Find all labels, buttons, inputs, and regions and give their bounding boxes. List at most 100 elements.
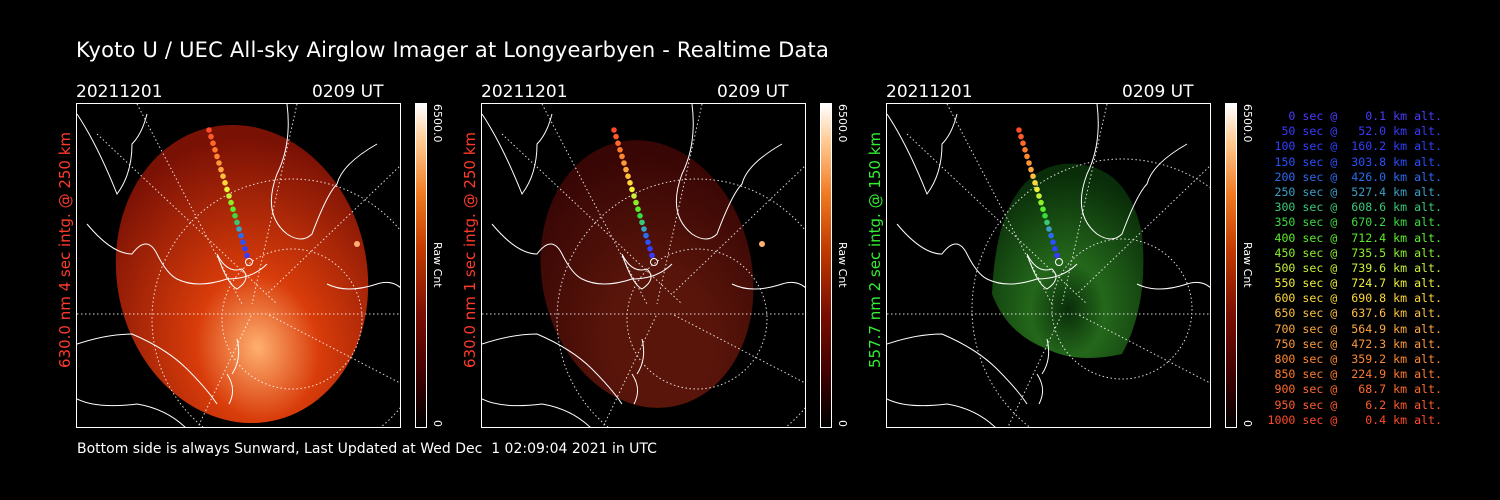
track-point — [1046, 226, 1052, 232]
track-point — [1042, 213, 1048, 219]
track-point — [623, 166, 629, 173]
track-point — [629, 186, 635, 193]
legend-row: 900 sec @ 68.7 km alt. — [1267, 382, 1442, 397]
panel3-allsky-image — [886, 103, 1211, 428]
track-point — [245, 258, 253, 266]
grid-lines — [482, 104, 805, 427]
track-point — [635, 206, 641, 212]
track-point — [220, 173, 226, 179]
coastlines — [887, 104, 1210, 427]
track-point — [214, 153, 220, 160]
track-point — [621, 160, 627, 166]
track-point — [1038, 199, 1044, 206]
track-point — [639, 219, 645, 226]
track-point — [1048, 232, 1054, 239]
track-point — [1022, 147, 1028, 153]
legend-row: 0 sec @ 0.1 km alt. — [1267, 109, 1442, 123]
coastlines — [482, 104, 805, 427]
panel2-cbar-unit: Raw Cnt — [836, 242, 849, 288]
track-point — [1044, 219, 1050, 226]
panel2-wavelength-label: 630.0 nm 1 sec intg. @ 250 km — [461, 131, 479, 368]
legend-row: 800 sec @ 359.2 km alt. — [1267, 352, 1442, 366]
altitude-legend: 0 sec @ 0.1 km alt. 50 sec @ 52.0 km alt… — [1262, 109, 1442, 428]
track-point — [208, 133, 214, 140]
track-point — [637, 213, 643, 219]
track-point — [633, 199, 639, 206]
track-point — [222, 180, 228, 186]
panel2-cbar-min: 0 — [836, 420, 849, 427]
track-point — [218, 166, 224, 173]
legend-row: 750 sec @ 472.3 km alt. — [1267, 336, 1442, 351]
track-point — [238, 232, 244, 239]
legend-row: 850 sec @ 224.9 km alt. — [1267, 367, 1442, 382]
panel1-wavelength-label: 630.0 nm 4 sec intg. @ 250 km — [56, 131, 74, 368]
track-point — [650, 258, 658, 266]
airglow-region — [992, 163, 1144, 358]
track-point — [619, 153, 625, 160]
legend-row: 550 sec @ 724.7 km alt. — [1267, 276, 1442, 291]
legend-row: 700 sec @ 564.9 km alt. — [1267, 321, 1442, 336]
grid-lines — [77, 104, 400, 427]
legend-row: 950 sec @ 6.2 km alt. — [1267, 397, 1442, 412]
track-point — [230, 206, 236, 212]
grid-lines — [887, 104, 1210, 427]
panel3-wavelength-label: 557.7 nm 2 sec intg. @ 150 km — [866, 131, 884, 368]
panel2-colorbar — [820, 103, 832, 428]
panel1-cbar-min: 0 — [431, 420, 444, 427]
legend-row: 450 sec @ 735.5 km alt. — [1267, 245, 1442, 260]
track-point — [1024, 153, 1030, 160]
track-point — [1054, 252, 1060, 259]
track-point — [236, 226, 242, 232]
track-point — [1050, 239, 1056, 245]
track-point — [1040, 206, 1046, 212]
satellite-track — [1016, 127, 1063, 266]
track-point — [1034, 186, 1040, 193]
track-point — [1036, 193, 1042, 199]
panel3-date: 20211201 — [886, 82, 973, 102]
track-point — [645, 239, 651, 245]
track-point — [1018, 133, 1024, 140]
track-point — [226, 193, 232, 199]
legend-row: 500 sec @ 739.6 km alt. — [1267, 260, 1442, 275]
track-point — [224, 186, 230, 193]
page-title: Kyoto U / UEC All-sky Airglow Imager at … — [76, 38, 830, 62]
panel1-cbar-unit: Raw Cnt — [431, 242, 444, 288]
legend-row: 150 sec @ 303.8 km alt. — [1267, 154, 1442, 169]
track-point — [1026, 160, 1032, 166]
panel2-date: 20211201 — [481, 82, 568, 102]
track-point — [615, 140, 621, 146]
panel1-date: 20211201 — [76, 82, 163, 102]
panel1-cbar-max: 6500.0 — [431, 104, 444, 143]
legend-row: 250 sec @ 527.4 km alt. — [1267, 184, 1442, 199]
track-point — [228, 199, 234, 206]
track-point — [234, 219, 240, 226]
track-point — [647, 246, 653, 252]
legend-row: 300 sec @ 608.6 km alt. — [1267, 200, 1442, 215]
track-point — [210, 140, 216, 146]
track-point — [649, 252, 655, 259]
track-point — [244, 252, 250, 259]
track-point — [631, 193, 637, 199]
airglow-region — [115, 124, 369, 424]
panel2-allsky-image — [481, 103, 806, 428]
track-point — [641, 226, 647, 232]
panel1-colorbar — [415, 103, 427, 428]
track-point — [1052, 246, 1058, 252]
track-point — [643, 232, 649, 239]
track-point — [212, 147, 218, 153]
track-point — [206, 127, 212, 133]
panel3-time: 0209 UT — [1122, 82, 1194, 102]
panel3-colorbar — [1225, 103, 1237, 428]
track-point — [242, 246, 248, 252]
footer-status: Bottom side is always Sunward, Last Upda… — [77, 441, 657, 457]
satellite-track — [611, 127, 658, 266]
panel3-cbar-min: 0 — [1241, 420, 1254, 427]
track-point — [232, 213, 238, 219]
legend-row: 350 sec @ 670.2 km alt. — [1267, 215, 1442, 230]
panel2-time: 0209 UT — [717, 82, 789, 102]
track-point — [216, 160, 222, 166]
panel3-cbar-unit: Raw Cnt — [1241, 242, 1254, 288]
track-point — [1020, 140, 1026, 146]
legend-row: 50 sec @ 52.0 km alt. — [1267, 124, 1442, 139]
legend-row: 400 sec @ 712.4 km alt. — [1267, 230, 1442, 245]
